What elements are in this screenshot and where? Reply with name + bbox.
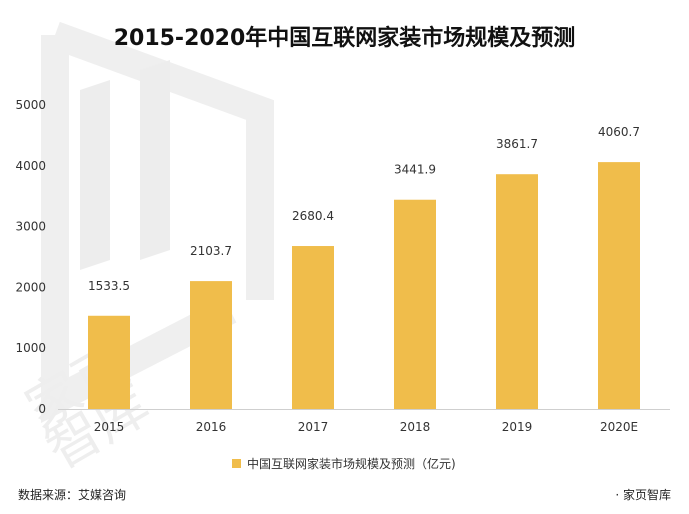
data-label: 3441.9: [394, 163, 436, 177]
data-label: 3861.7: [496, 137, 538, 151]
x-tick-label: 2016: [196, 420, 227, 434]
x-tick-label: 2017: [298, 420, 329, 434]
source-note: 数据来源：艾媒咨询: [18, 488, 127, 502]
chart-title: 2015-2020年中国互联网家装市场规模及预测: [113, 26, 576, 51]
bar: [496, 174, 538, 409]
data-label: 1533.5: [88, 279, 130, 293]
x-tick-label: 2020E: [600, 420, 638, 434]
data-label: 2103.7: [190, 244, 232, 258]
legend-label: 中国互联网家装市场规模及预测（亿元): [247, 457, 456, 471]
data-label: 2680.4: [292, 209, 334, 223]
y-tick-label: 4000: [15, 159, 46, 173]
bar: [190, 281, 232, 409]
x-tick-label: 2019: [502, 420, 533, 434]
bar: [394, 199, 436, 409]
legend-swatch: [232, 459, 241, 468]
x-tick-label: 2018: [400, 420, 431, 434]
bar: [598, 162, 640, 409]
brand-note: · 家页智库: [615, 488, 671, 502]
data-label: 4060.7: [598, 125, 640, 139]
x-tick-label: 2015: [94, 420, 125, 434]
y-tick-label: 3000: [15, 220, 46, 234]
y-tick-label: 5000: [15, 98, 46, 112]
bar: [88, 315, 130, 409]
y-tick-label: 2000: [15, 280, 46, 294]
bar: [292, 246, 334, 409]
legend: 中国互联网家装市场规模及预测（亿元): [232, 455, 456, 472]
y-tick-label: 1000: [15, 341, 46, 355]
y-tick-label: 0: [38, 402, 46, 416]
